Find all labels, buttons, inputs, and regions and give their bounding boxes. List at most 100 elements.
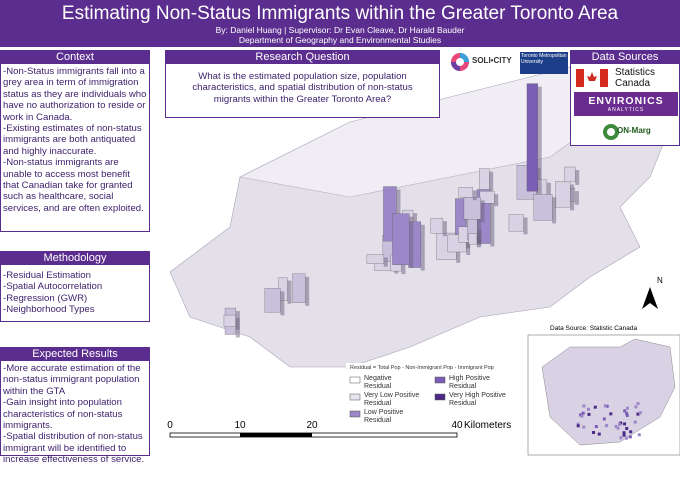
block-side bbox=[574, 191, 579, 205]
onmarg-icon bbox=[603, 124, 619, 140]
list-item: -Residual Estimation bbox=[3, 270, 91, 281]
scale-bar bbox=[169, 432, 458, 438]
flag bbox=[576, 69, 608, 87]
inset-tract bbox=[619, 436, 623, 440]
inset-tract bbox=[622, 433, 626, 437]
block bbox=[430, 217, 444, 234]
block bbox=[292, 273, 306, 303]
inset-tract bbox=[625, 426, 629, 430]
title: Estimating Non-Status Immigrants within … bbox=[61, 3, 619, 24]
inset-tract bbox=[623, 409, 627, 413]
legend-swatch bbox=[349, 376, 361, 384]
inset-tract bbox=[576, 422, 580, 426]
block-side bbox=[537, 86, 542, 195]
list-item: -Existing estimates of non-status immigr… bbox=[3, 123, 142, 157]
block-side bbox=[466, 237, 471, 255]
inset-tract bbox=[638, 411, 642, 415]
legend-swatch bbox=[349, 393, 361, 401]
north-arrow bbox=[642, 287, 658, 309]
block-side bbox=[523, 217, 528, 235]
legend-label: High Positive Residual bbox=[449, 375, 490, 390]
inset-tract bbox=[636, 412, 640, 416]
block bbox=[533, 194, 553, 221]
legend-label: Negative Residual bbox=[364, 375, 392, 390]
block-side bbox=[477, 214, 482, 244]
legend-swatch bbox=[434, 393, 446, 401]
environics-box: ENVIRONICS ANALYTICS bbox=[574, 92, 678, 116]
list-item: -Spatial distribution of non-status immi… bbox=[3, 431, 145, 466]
results-body: -More accurate estimation of the non-sta… bbox=[0, 361, 150, 465]
block-side bbox=[442, 221, 447, 237]
inset-tract bbox=[622, 431, 626, 435]
block-side bbox=[546, 182, 551, 204]
list-item: -Neighborhood Types bbox=[3, 304, 95, 316]
inset-tract bbox=[592, 431, 596, 435]
environics: ENVIRONICS bbox=[588, 95, 664, 107]
block bbox=[223, 314, 236, 327]
inset-tract bbox=[628, 435, 632, 439]
legend-label: Low Positive Residual bbox=[364, 409, 403, 424]
inset-tract bbox=[602, 417, 606, 421]
block-side bbox=[570, 184, 575, 211]
inset-tract bbox=[594, 425, 598, 429]
block bbox=[468, 233, 478, 245]
inset-tract bbox=[597, 432, 601, 436]
header: Estimating Non-Status Immigrants within … bbox=[0, 0, 680, 47]
map: N Residual = Total Pop - Non-Immigrant Po… bbox=[167, 66, 680, 456]
inset-tract bbox=[618, 422, 622, 426]
block-side bbox=[552, 197, 557, 224]
sources-body: Statistics Canada ENVIRONICS ANALYTICS O… bbox=[570, 64, 680, 146]
context-header: Context bbox=[0, 50, 150, 64]
list-item: -Regression (GWR) bbox=[3, 292, 88, 304]
statcan: Statistics Canada bbox=[615, 67, 656, 89]
inset-tract bbox=[629, 430, 633, 434]
block bbox=[264, 288, 281, 313]
results-header: Expected Results bbox=[0, 347, 150, 361]
methodology-body: -Residual Estimation -Spatial Autocorrela… bbox=[0, 265, 150, 322]
authors: By: Daniel Huang | Supervisor: Dr Evan C… bbox=[215, 25, 465, 35]
block-side bbox=[401, 257, 406, 275]
block-side bbox=[235, 318, 240, 330]
inset-tract bbox=[593, 405, 597, 409]
solicity: SOLI•CITY bbox=[472, 56, 512, 65]
inset-tract bbox=[625, 406, 629, 410]
block bbox=[526, 83, 538, 192]
inset-tract bbox=[614, 424, 618, 428]
inset-tract bbox=[625, 413, 629, 417]
legend-label: Very High Positive Residual bbox=[449, 392, 506, 407]
sources-header: Data Sources bbox=[570, 50, 680, 64]
block-side bbox=[305, 276, 310, 306]
legend-label: Very Low Positive Residual bbox=[364, 392, 419, 407]
methodology-header: Methodology bbox=[0, 251, 150, 265]
solicity-icon bbox=[451, 53, 469, 71]
inset-tract bbox=[581, 411, 585, 415]
inset-tract bbox=[609, 412, 613, 416]
block-side bbox=[575, 170, 580, 185]
inset-tract bbox=[616, 426, 620, 430]
inset-tract bbox=[586, 407, 590, 411]
block-side bbox=[489, 171, 494, 194]
block bbox=[463, 197, 481, 220]
inset-tract bbox=[582, 425, 586, 429]
block-side bbox=[472, 190, 477, 201]
inset-tract bbox=[637, 433, 641, 437]
north-label: N bbox=[657, 276, 663, 285]
list-item: -Spatial Autocorrelation bbox=[3, 281, 103, 293]
scale-fill bbox=[240, 433, 312, 437]
scale-label: 20 bbox=[306, 420, 318, 431]
legend-box bbox=[346, 363, 510, 420]
inset-tract bbox=[605, 424, 609, 428]
inset-tract bbox=[623, 422, 627, 426]
block-side bbox=[280, 291, 285, 316]
list-item: -Non-Status immigrants fall into a grey … bbox=[3, 66, 147, 123]
inset-tract bbox=[587, 412, 591, 416]
inset-tract bbox=[582, 404, 586, 408]
legend-swatch bbox=[349, 410, 361, 418]
block-side bbox=[490, 192, 495, 247]
inset-tract bbox=[633, 420, 637, 424]
inset-tract bbox=[580, 414, 584, 418]
list-item: -Gain insight into population characteri… bbox=[3, 397, 123, 432]
inset-tract bbox=[576, 424, 580, 428]
university: Toronto Metropolitan University bbox=[520, 52, 568, 74]
